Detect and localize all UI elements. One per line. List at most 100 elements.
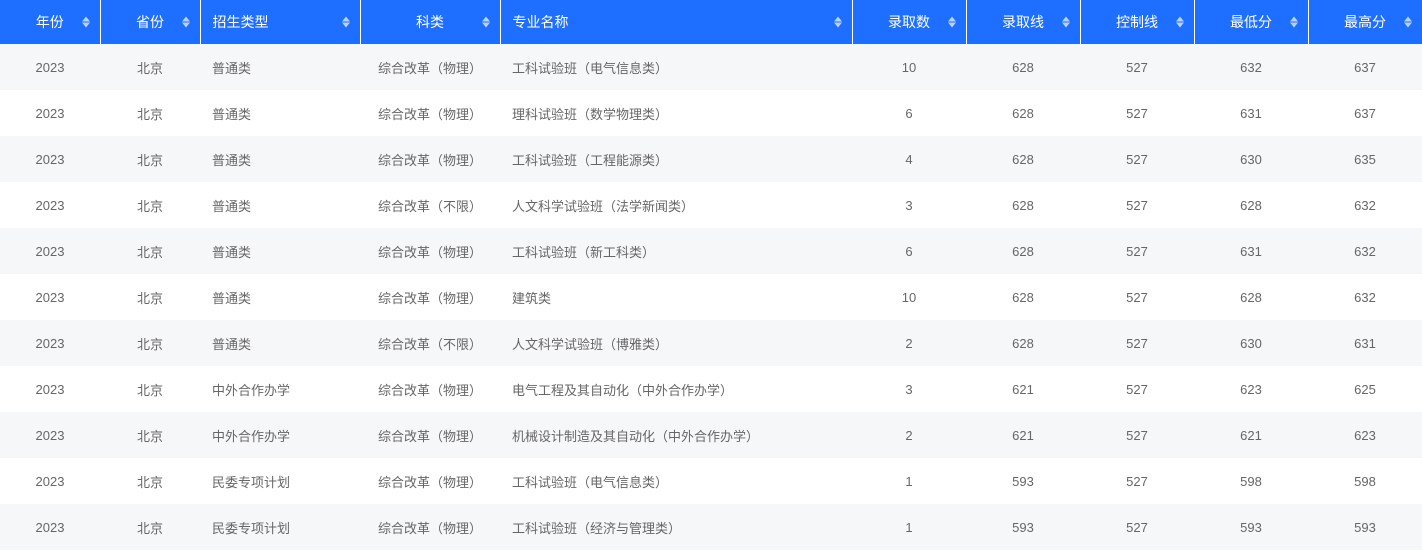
column-header-label: 省份: [136, 14, 164, 30]
cell-admit: 621: [966, 412, 1080, 458]
cell-count: 6: [852, 90, 966, 136]
cell-control: 527: [1080, 44, 1194, 90]
cell-year: 2023: [0, 320, 100, 366]
sort-icon[interactable]: [1290, 17, 1298, 28]
cell-max: 631: [1308, 320, 1422, 366]
cell-province: 北京: [100, 228, 200, 274]
cell-type: 中外合作办学: [200, 412, 360, 458]
cell-min: 631: [1194, 228, 1308, 274]
cell-year: 2023: [0, 136, 100, 182]
cell-major: 工科试验班（电气信息类）: [500, 458, 852, 504]
cell-subject: 综合改革（物理）: [360, 274, 500, 320]
cell-max: 637: [1308, 90, 1422, 136]
cell-control: 527: [1080, 366, 1194, 412]
column-header-control[interactable]: 控制线: [1080, 0, 1194, 44]
cell-province: 北京: [100, 182, 200, 228]
sort-icon[interactable]: [1062, 17, 1070, 28]
table-row: 2023北京普通类综合改革（物理）理科试验班（数学物理类）66285276316…: [0, 90, 1422, 136]
column-header-province[interactable]: 省份: [100, 0, 200, 44]
cell-subject: 综合改革（物理）: [360, 412, 500, 458]
cell-province: 北京: [100, 320, 200, 366]
cell-year: 2023: [0, 458, 100, 504]
cell-province: 北京: [100, 412, 200, 458]
column-header-label: 年份: [36, 14, 64, 30]
table-row: 2023北京普通类综合改革（物理）工科试验班（新工科类）662852763163…: [0, 228, 1422, 274]
column-header-year[interactable]: 年份: [0, 0, 100, 44]
cell-count: 3: [852, 366, 966, 412]
column-header-max[interactable]: 最高分: [1308, 0, 1422, 44]
cell-major: 建筑类: [500, 274, 852, 320]
cell-year: 2023: [0, 44, 100, 90]
cell-province: 北京: [100, 366, 200, 412]
cell-admit: 628: [966, 228, 1080, 274]
cell-min: 598: [1194, 458, 1308, 504]
table-row: 2023北京民委专项计划综合改革（物理）工科试验班（经济与管理类）1593527…: [0, 504, 1422, 550]
cell-type: 普通类: [200, 182, 360, 228]
column-header-type[interactable]: 招生类型: [200, 0, 360, 44]
sort-icon[interactable]: [1176, 17, 1184, 28]
cell-major: 工科试验班（新工科类）: [500, 228, 852, 274]
cell-year: 2023: [0, 228, 100, 274]
cell-major: 工科试验班（经济与管理类）: [500, 504, 852, 550]
column-header-label: 最高分: [1344, 14, 1386, 30]
table-row: 2023北京民委专项计划综合改革（物理）工科试验班（电气信息类）15935275…: [0, 458, 1422, 504]
table-row: 2023北京中外合作办学综合改革（物理）机械设计制造及其自动化（中外合作办学）2…: [0, 412, 1422, 458]
table-row: 2023北京普通类综合改革（物理）工科试验班（电气信息类）10628527632…: [0, 44, 1422, 90]
cell-admit: 593: [966, 458, 1080, 504]
sort-icon[interactable]: [82, 17, 90, 28]
cell-count: 6: [852, 228, 966, 274]
cell-subject: 综合改革（不限）: [360, 182, 500, 228]
cell-count: 4: [852, 136, 966, 182]
cell-type: 中外合作办学: [200, 366, 360, 412]
sort-icon[interactable]: [182, 17, 190, 28]
cell-subject: 综合改革（物理）: [360, 90, 500, 136]
column-header-count[interactable]: 录取数: [852, 0, 966, 44]
column-header-subject[interactable]: 科类: [360, 0, 500, 44]
cell-max: 632: [1308, 274, 1422, 320]
cell-year: 2023: [0, 412, 100, 458]
sort-icon[interactable]: [342, 17, 350, 28]
sort-icon[interactable]: [1404, 17, 1412, 28]
cell-major: 人文科学试验班（博雅类）: [500, 320, 852, 366]
cell-max: 598: [1308, 458, 1422, 504]
cell-control: 527: [1080, 458, 1194, 504]
cell-control: 527: [1080, 412, 1194, 458]
cell-count: 10: [852, 44, 966, 90]
cell-min: 632: [1194, 44, 1308, 90]
cell-type: 普通类: [200, 320, 360, 366]
cell-min: 621: [1194, 412, 1308, 458]
cell-count: 1: [852, 458, 966, 504]
cell-year: 2023: [0, 274, 100, 320]
column-header-min[interactable]: 最低分: [1194, 0, 1308, 44]
column-header-label: 最低分: [1230, 14, 1272, 30]
column-header-label: 录取线: [1002, 14, 1044, 30]
cell-count: 3: [852, 182, 966, 228]
column-header-label: 科类: [416, 14, 444, 30]
cell-major: 机械设计制造及其自动化（中外合作办学）: [500, 412, 852, 458]
column-header-major[interactable]: 专业名称: [500, 0, 852, 44]
cell-min: 630: [1194, 320, 1308, 366]
cell-admit: 628: [966, 90, 1080, 136]
cell-subject: 综合改革（物理）: [360, 228, 500, 274]
cell-type: 普通类: [200, 136, 360, 182]
sort-icon[interactable]: [482, 17, 490, 28]
table-row: 2023北京普通类综合改革（不限）人文科学试验班（法学新闻类）362852762…: [0, 182, 1422, 228]
cell-min: 630: [1194, 136, 1308, 182]
cell-admit: 628: [966, 136, 1080, 182]
cell-admit: 628: [966, 44, 1080, 90]
sort-icon[interactable]: [834, 17, 842, 28]
cell-max: 625: [1308, 366, 1422, 412]
cell-max: 632: [1308, 182, 1422, 228]
cell-min: 628: [1194, 274, 1308, 320]
column-header-admit[interactable]: 录取线: [966, 0, 1080, 44]
sort-icon[interactable]: [948, 17, 956, 28]
cell-max: 635: [1308, 136, 1422, 182]
cell-control: 527: [1080, 504, 1194, 550]
table-row: 2023北京中外合作办学综合改革（物理）电气工程及其自动化（中外合作办学）362…: [0, 366, 1422, 412]
cell-major: 理科试验班（数学物理类）: [500, 90, 852, 136]
cell-control: 527: [1080, 320, 1194, 366]
cell-year: 2023: [0, 182, 100, 228]
cell-subject: 综合改革（物理）: [360, 458, 500, 504]
cell-subject: 综合改革（物理）: [360, 366, 500, 412]
cell-type: 普通类: [200, 90, 360, 136]
